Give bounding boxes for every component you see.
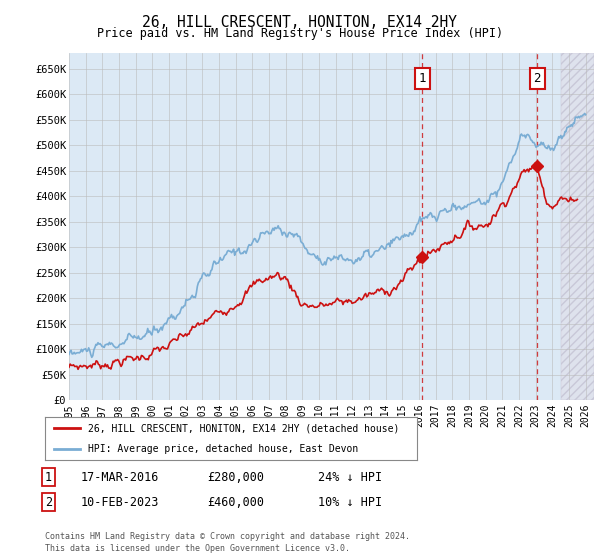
Text: 10% ↓ HPI: 10% ↓ HPI: [318, 496, 382, 509]
Text: 26, HILL CRESCENT, HONITON, EX14 2HY: 26, HILL CRESCENT, HONITON, EX14 2HY: [143, 15, 458, 30]
Text: £460,000: £460,000: [207, 496, 264, 509]
Text: 24% ↓ HPI: 24% ↓ HPI: [318, 470, 382, 484]
Text: £280,000: £280,000: [207, 470, 264, 484]
Text: 1: 1: [45, 470, 52, 484]
Bar: [560, 53, 594, 400]
Text: 10-FEB-2023: 10-FEB-2023: [81, 496, 160, 509]
Text: Price paid vs. HM Land Registry's House Price Index (HPI): Price paid vs. HM Land Registry's House …: [97, 27, 503, 40]
Text: Contains HM Land Registry data © Crown copyright and database right 2024.
This d: Contains HM Land Registry data © Crown c…: [45, 532, 410, 553]
Text: 26, HILL CRESCENT, HONITON, EX14 2HY (detached house): 26, HILL CRESCENT, HONITON, EX14 2HY (de…: [88, 423, 399, 433]
Text: 2: 2: [533, 72, 541, 85]
Text: 1: 1: [419, 72, 426, 85]
Text: 17-MAR-2016: 17-MAR-2016: [81, 470, 160, 484]
Text: 2: 2: [45, 496, 52, 509]
Text: HPI: Average price, detached house, East Devon: HPI: Average price, detached house, East…: [88, 444, 358, 454]
Bar: [560, 53, 594, 400]
